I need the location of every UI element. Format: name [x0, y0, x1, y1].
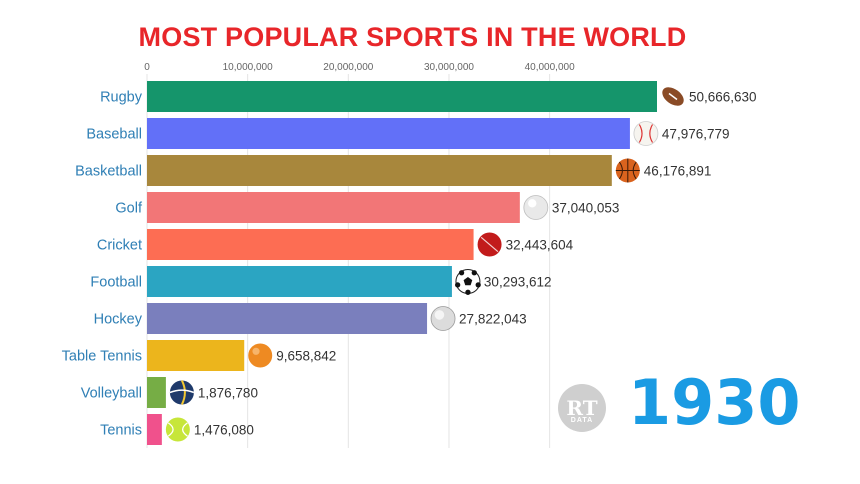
tennis-ball-icon [165, 417, 190, 442]
volleyball-icon [169, 380, 195, 405]
cricket-ball-icon [477, 232, 502, 257]
category-label: Baseball [86, 127, 142, 143]
category-label: Rugby [100, 90, 143, 106]
value-label: 47,976,779 [662, 127, 730, 142]
category-label: Hockey [94, 312, 143, 328]
value-label: 1,876,780 [198, 386, 258, 401]
rt-data-watermark-logo: RT DATA [558, 384, 606, 432]
value-label: 9,658,842 [276, 349, 336, 364]
category-label: Golf [115, 201, 143, 217]
bar [147, 118, 630, 149]
bar [147, 303, 428, 334]
category-label: Football [90, 275, 142, 291]
bar [147, 340, 245, 371]
cricket-ball-seam [480, 236, 499, 253]
value-label: 30,293,612 [484, 275, 552, 290]
tennis-ball-body [165, 417, 190, 442]
bar [147, 414, 162, 445]
basketball-line [618, 161, 623, 180]
category-label: Cricket [97, 238, 142, 254]
x-tick-label: 20,000,000 [323, 62, 373, 73]
rugby-ball-icon [662, 87, 684, 106]
tennis-ball-seam [167, 422, 174, 437]
category-label: Table Tennis [62, 349, 142, 365]
value-label: 27,822,043 [459, 312, 527, 327]
golf-ball-shine [528, 199, 537, 208]
volleyball-panel [180, 380, 186, 405]
soccer-ball-patch [463, 276, 473, 286]
volleyball-body [169, 380, 194, 405]
baseball-seam [649, 124, 654, 143]
basketball-icon [615, 158, 640, 183]
soccer-ball-patch [455, 282, 461, 288]
value-label: 37,040,053 [552, 201, 620, 216]
baseball-seam [638, 124, 643, 143]
table-tennis-ball-icon [248, 343, 273, 368]
golf-ball-icon [523, 195, 549, 220]
hockey-puck-icon [430, 306, 456, 331]
soccer-ball-icon [455, 269, 481, 295]
year-label: 1930 [628, 366, 801, 439]
category-label: Basketball [75, 164, 142, 180]
bar [147, 192, 520, 223]
bar [147, 266, 452, 297]
value-label: 32,443,604 [506, 238, 574, 253]
hockey-ball-body [430, 306, 456, 331]
bar [147, 81, 657, 112]
bar [147, 155, 612, 186]
golf-ball-body [523, 195, 549, 220]
watermark-subtext: DATA [570, 417, 594, 424]
table-tennis-ball-shine [252, 347, 260, 355]
baseball-body [633, 121, 659, 146]
value-label: 46,176,891 [644, 164, 712, 179]
soccer-ball-patch [475, 282, 481, 288]
category-label: Volleyball [81, 386, 142, 402]
x-tick-label: 30,000,000 [424, 62, 474, 73]
x-tick-label: 0 [144, 62, 150, 73]
soccer-ball-patch [465, 289, 471, 295]
tennis-ball-seam [182, 422, 188, 437]
baseball-icon [633, 121, 659, 146]
volleyball-panel [169, 389, 195, 394]
table-tennis-ball-body [248, 343, 273, 368]
value-label: 50,666,630 [689, 90, 757, 105]
hockey-ball-shine [434, 310, 445, 320]
watermark-text: RT [566, 396, 598, 420]
rugby-ball-lace [668, 92, 678, 101]
soccer-ball-patch [471, 270, 477, 276]
x-tick-label: 10,000,000 [223, 62, 273, 73]
bar [147, 377, 166, 408]
value-label: 1,476,080 [194, 423, 254, 438]
soccer-ball-patch [458, 270, 465, 276]
chart-title: MOST POPULAR SPORTS IN THE WORLD [138, 22, 687, 52]
basketball-line [632, 161, 637, 180]
x-tick-label: 40,000,000 [525, 62, 575, 73]
bar [147, 229, 474, 260]
category-label: Tennis [100, 423, 142, 439]
